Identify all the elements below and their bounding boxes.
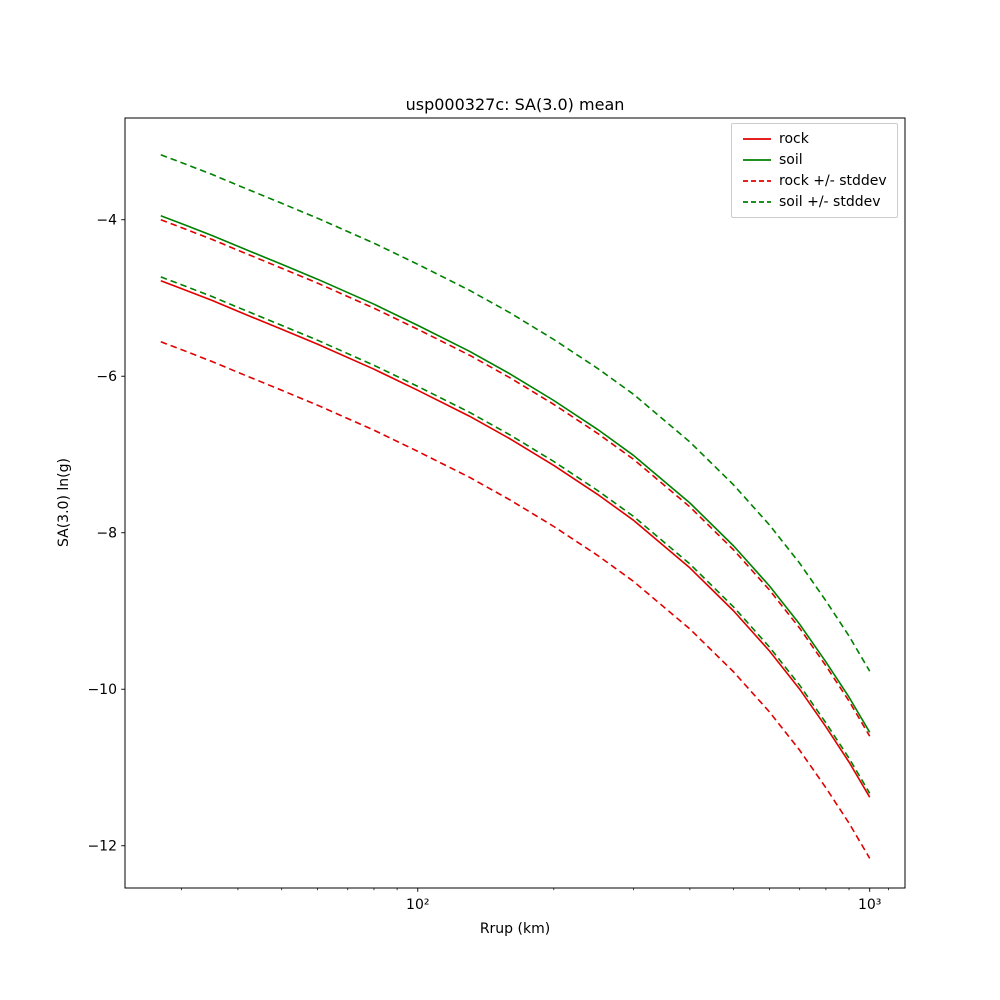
legend-item-soil: soil	[742, 152, 887, 168]
x-tick-label: 10²	[406, 897, 429, 913]
y-tick-label: −12	[87, 839, 117, 855]
axes-frame	[124, 117, 906, 889]
legend-line-soil-stddev	[742, 200, 772, 204]
y-tick-label: −8	[96, 526, 117, 542]
legend-item-soil-stddev: soil +/- stddev	[742, 194, 887, 210]
y-tick-label: −6	[96, 369, 117, 385]
legend-label-soil: soil	[779, 152, 803, 168]
x-tick-label: 10³	[858, 897, 881, 913]
legend-line-rock	[742, 137, 772, 141]
series-rock-stddev	[160, 341, 871, 859]
series-rock-stddev	[160, 218, 871, 737]
legend: rock soil rock +/- stddev soil +/- stdde…	[731, 123, 898, 218]
y-axis-label: SA(3.0) ln(g)	[56, 458, 72, 548]
legend-label-rock: rock	[779, 131, 809, 147]
legend-item-rock-stddev: rock +/- stddev	[742, 173, 887, 189]
series-rock	[160, 280, 871, 798]
series-soil-stddev	[160, 154, 871, 672]
legend-line-rock-stddev	[742, 179, 772, 183]
y-tick-label: −4	[96, 213, 117, 229]
legend-item-rock: rock	[742, 131, 887, 147]
series-soil	[160, 215, 871, 733]
legend-line-soil	[742, 158, 772, 162]
legend-label-soil-stddev: soil +/- stddev	[779, 194, 881, 210]
y-tick-label: −10	[87, 682, 117, 698]
x-axis-label: Rrup (km)	[479, 921, 551, 937]
series-soil-stddev	[160, 276, 871, 794]
legend-label-rock-stddev: rock +/- stddev	[779, 173, 887, 189]
chart-title: usp000327c: SA(3.0) mean	[405, 95, 625, 114]
